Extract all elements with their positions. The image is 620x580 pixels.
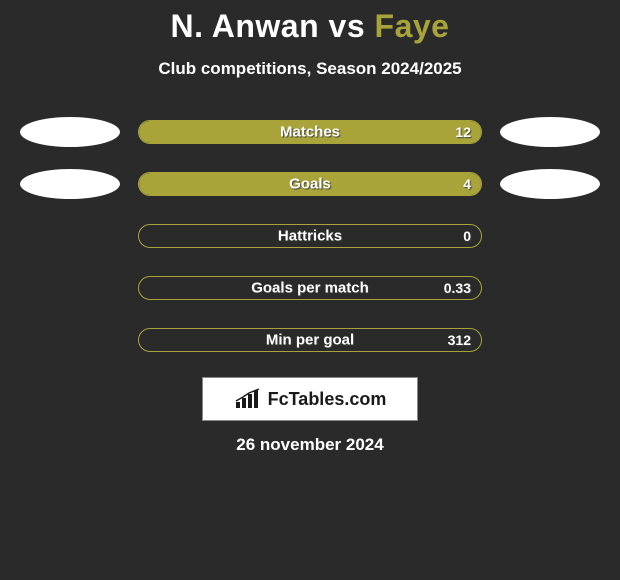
page-title: N. Anwan vs Faye	[0, 8, 620, 45]
player-right-marker	[500, 117, 600, 147]
stat-value: 0	[463, 228, 471, 244]
stat-value: 12	[455, 124, 471, 140]
stat-value: 4	[463, 176, 471, 192]
player-right-name: Faye	[375, 8, 450, 44]
stat-value: 312	[448, 332, 471, 348]
stat-bar: Goals per match 0.33	[138, 276, 482, 300]
player-left-name: N. Anwan	[171, 8, 320, 44]
date-label: 26 november 2024	[0, 435, 620, 455]
stat-row: Min per goal 312	[0, 325, 620, 355]
stat-bar: Min per goal 312	[138, 328, 482, 352]
stat-label: Hattricks	[278, 228, 342, 245]
stat-label: Goals	[289, 176, 331, 193]
stat-label: Matches	[280, 124, 340, 141]
stat-row: Matches 12	[0, 117, 620, 147]
comparison-card: N. Anwan vs Faye Club competitions, Seas…	[0, 0, 620, 455]
stat-value: 0.33	[444, 280, 471, 296]
brand-box[interactable]: FcTables.com	[202, 377, 418, 421]
stat-label: Min per goal	[266, 332, 354, 349]
player-right-marker	[500, 169, 600, 199]
stat-row: Hattricks 0	[0, 221, 620, 251]
stat-bar: Goals 4	[138, 172, 482, 196]
bar-chart-icon	[234, 388, 262, 410]
stat-row: Goals 4	[0, 169, 620, 199]
vs-label: vs	[329, 8, 366, 44]
stat-row: Goals per match 0.33	[0, 273, 620, 303]
stat-bar: Matches 12	[138, 120, 482, 144]
brand-text: FcTables.com	[268, 389, 387, 410]
stat-bar: Hattricks 0	[138, 224, 482, 248]
player-left-marker	[20, 169, 120, 199]
player-left-marker	[20, 117, 120, 147]
subtitle: Club competitions, Season 2024/2025	[0, 59, 620, 79]
stat-label: Goals per match	[251, 280, 369, 297]
stat-rows: Matches 12 Goals 4 Hattricks 0 Goals per match…	[0, 117, 620, 355]
